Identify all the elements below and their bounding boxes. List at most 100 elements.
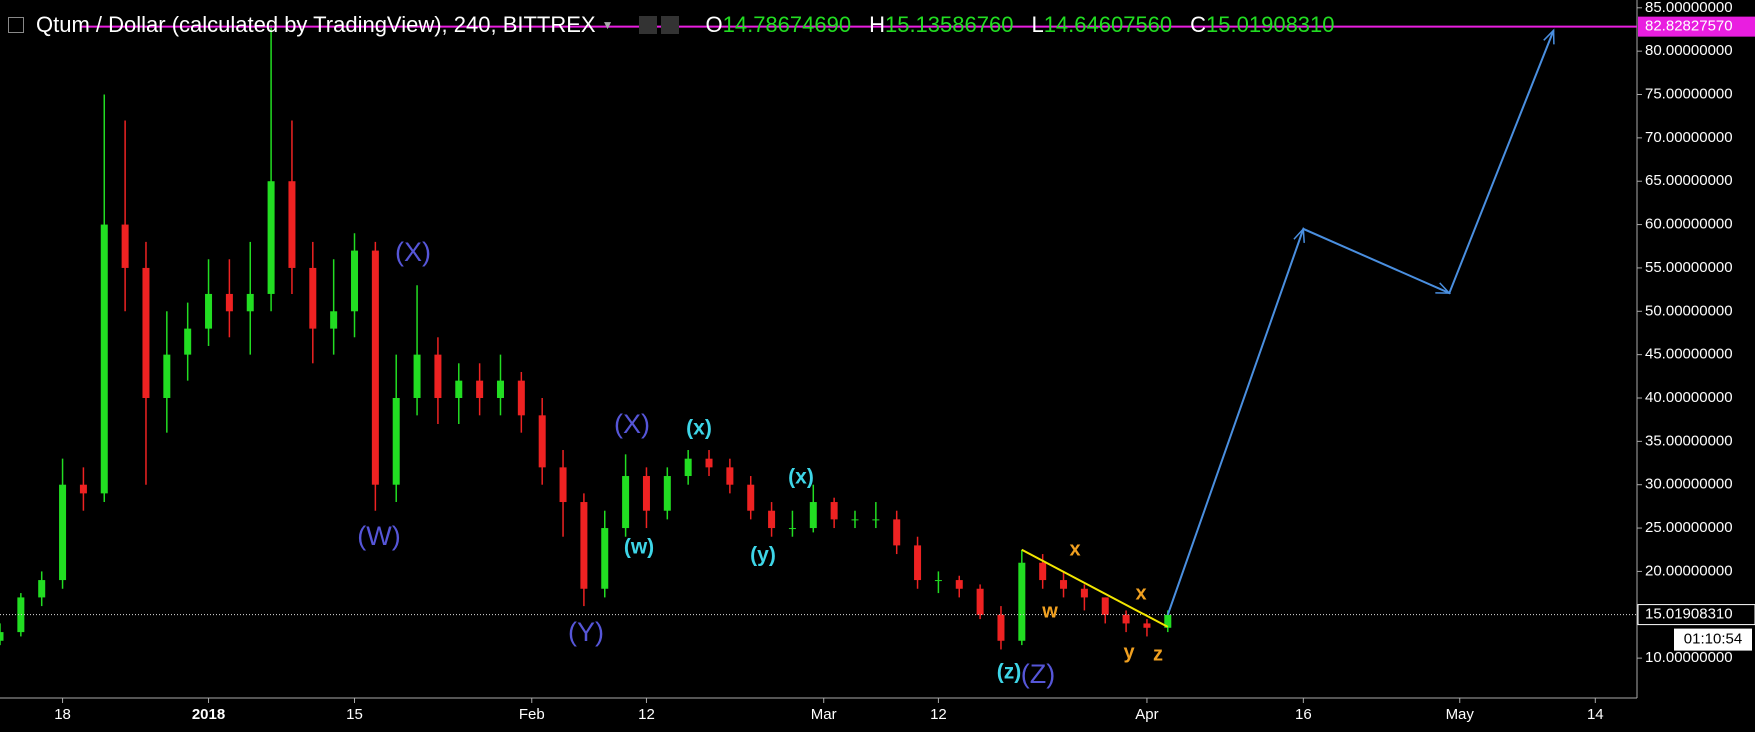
candle-body xyxy=(100,224,108,494)
candle-body xyxy=(642,476,650,511)
settings-button[interactable] xyxy=(639,16,658,34)
last-price-label: 15.01908310 xyxy=(1645,606,1733,623)
y-tick-label: 30.00000000 xyxy=(1645,476,1733,493)
projection-arrowhead xyxy=(1293,227,1305,243)
candle-body xyxy=(59,484,67,581)
projection-path xyxy=(1166,29,1555,616)
candle-body xyxy=(726,467,734,485)
candle-body xyxy=(622,476,630,529)
candle-body xyxy=(79,484,87,494)
candle-body xyxy=(288,181,296,268)
candle-body xyxy=(559,467,567,503)
candle-body xyxy=(267,181,275,294)
candle-body xyxy=(1039,562,1047,581)
x-tick-label: Feb xyxy=(519,706,545,723)
candle-body xyxy=(1080,588,1088,598)
candle-body xyxy=(538,415,546,468)
candle-body xyxy=(1164,614,1172,628)
candle-body xyxy=(934,580,942,582)
wave-label: (x) xyxy=(686,417,712,440)
candle-body xyxy=(496,380,504,398)
ohlc-key: O xyxy=(705,12,723,37)
wave-label: (Y) xyxy=(568,617,604,647)
candle-body xyxy=(392,397,400,485)
y-tick-label: 50.00000000 xyxy=(1645,302,1733,319)
wave-label: (W) xyxy=(357,521,400,551)
candle-body xyxy=(580,502,588,589)
candle-body xyxy=(976,588,984,615)
y-tick-label: 45.00000000 xyxy=(1645,346,1733,363)
candle-body xyxy=(517,380,525,416)
y-tick-label: 10.00000000 xyxy=(1645,649,1733,666)
wave-label: (w) xyxy=(624,536,654,559)
x-tick-label: Mar xyxy=(811,706,837,723)
candle-body xyxy=(1101,597,1109,615)
y-tick-label: 75.00000000 xyxy=(1645,85,1733,102)
alert-price-box xyxy=(1638,16,1755,37)
wave-label: y xyxy=(1123,641,1135,663)
chart-title: Qtum / Dollar (calculated by TradingView… xyxy=(36,12,596,37)
candle-body xyxy=(1018,562,1026,641)
projection-arrowhead xyxy=(1543,28,1555,45)
candle-body xyxy=(455,380,463,398)
dropdown-caret[interactable]: ▼ xyxy=(601,18,614,32)
countdown-label: 01:10:54 xyxy=(1684,631,1742,648)
candle-body xyxy=(225,293,233,312)
candle-body xyxy=(788,528,796,530)
x-tick-label: May xyxy=(1446,706,1475,723)
ohlc-value: 15.13586760 xyxy=(884,12,1014,37)
candle-body xyxy=(330,311,338,329)
ohlc-key: L xyxy=(1031,12,1044,37)
y-tick-label: 80.00000000 xyxy=(1645,42,1733,59)
x-tick-label: Apr xyxy=(1135,706,1158,723)
x-tick-label: 12 xyxy=(638,706,655,723)
wave-label: (X) xyxy=(614,409,650,439)
wave-label: (X) xyxy=(395,237,431,267)
candle-body xyxy=(121,224,129,268)
close-button[interactable] xyxy=(661,16,680,34)
candle-body xyxy=(914,545,922,581)
candle-body xyxy=(684,458,692,477)
candle-body xyxy=(830,502,838,520)
y-tick-label: 65.00000000 xyxy=(1645,172,1733,189)
wave-label: x xyxy=(1135,582,1146,604)
candle-body xyxy=(38,580,46,598)
candle-body xyxy=(1122,614,1130,624)
candle-body xyxy=(351,250,359,312)
candle-body xyxy=(476,380,484,398)
candle-body xyxy=(893,519,901,546)
ohlc-value: 14.64607560 xyxy=(1043,12,1173,37)
x-tick-label: 18 xyxy=(54,706,71,723)
wave-label: z xyxy=(1153,643,1163,665)
candle-body xyxy=(0,632,4,641)
x-tick-label: 12 xyxy=(930,706,947,723)
y-tick-label: 20.00000000 xyxy=(1645,562,1733,579)
candle-body xyxy=(184,328,192,355)
y-tick-label: 85.00000000 xyxy=(1645,0,1733,16)
candle-body xyxy=(1060,580,1068,589)
y-tick-label: 70.00000000 xyxy=(1645,129,1733,146)
candle-body xyxy=(663,476,671,511)
x-tick-label: 15 xyxy=(346,706,363,723)
collapse-toggle[interactable] xyxy=(8,17,24,33)
ohlc-value: 14.78674690 xyxy=(722,12,852,37)
candle-body xyxy=(413,354,421,398)
ohlc-key: H xyxy=(869,12,885,37)
y-tick-label: 25.00000000 xyxy=(1645,519,1733,536)
candle-body xyxy=(1143,623,1151,628)
countdown-box xyxy=(1674,628,1752,651)
alert-price-label: 82.82827570 xyxy=(1645,18,1733,35)
y-tick-label: 40.00000000 xyxy=(1645,389,1733,406)
wave-label: x xyxy=(1069,538,1080,560)
wave-label: (x) xyxy=(788,466,814,489)
candle-body xyxy=(205,293,213,329)
candle-body xyxy=(309,267,317,329)
candle-body xyxy=(434,354,442,398)
candle-body xyxy=(872,519,880,521)
candle-body xyxy=(768,510,776,529)
candle-body xyxy=(17,597,25,633)
candle-body xyxy=(163,354,171,398)
